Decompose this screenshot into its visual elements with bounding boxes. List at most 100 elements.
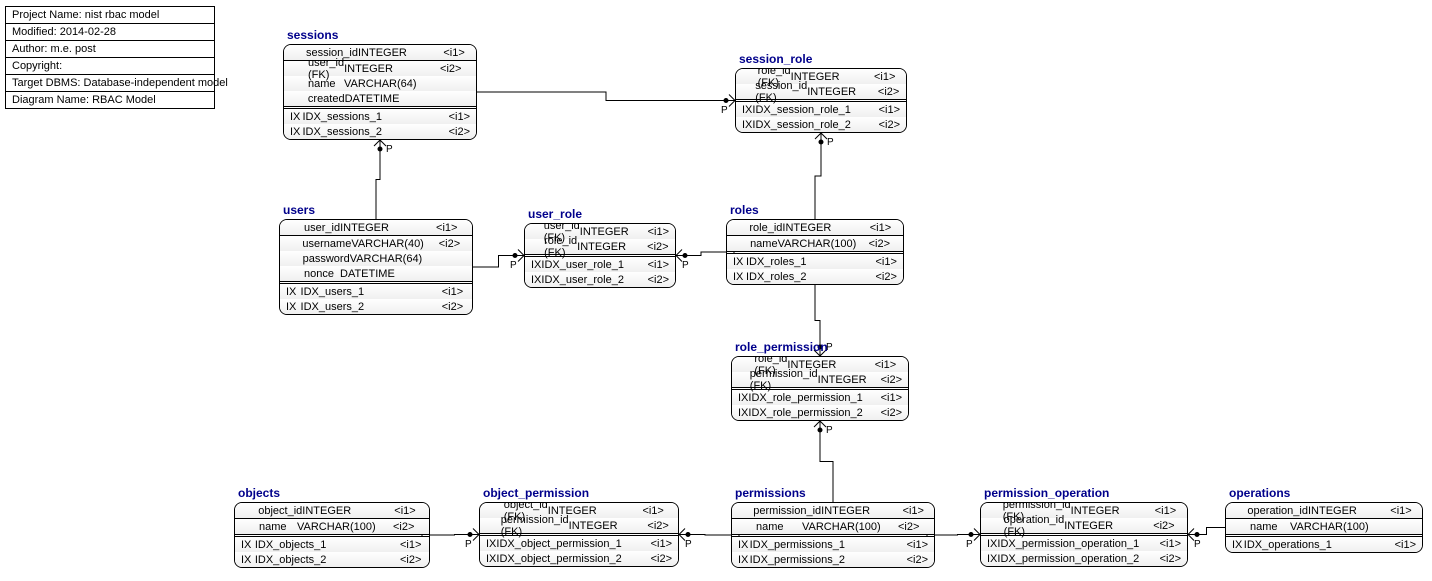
column-name: IDX_roles_2 bbox=[746, 271, 807, 283]
relationship-p-label: P bbox=[1194, 539, 1201, 550]
entity-objects[interactable]: objectsobject_idINTEGER<i1>nameVARCHAR(1… bbox=[234, 486, 430, 568]
column-name: IDX_objects_2 bbox=[255, 554, 327, 566]
entity-session_role[interactable]: session_rolerole_id (FK)INTEGER<i1>sessi… bbox=[735, 52, 907, 133]
meta-value: nist rbac model bbox=[85, 9, 160, 21]
entity-object_permission[interactable]: object_permissionobject_id (FK)INTEGER<i… bbox=[479, 486, 679, 567]
meta-label: Diagram Name: bbox=[12, 94, 89, 106]
entity-user_role[interactable]: user_roleuser_id (FK)INTEGER<i1>role_id … bbox=[524, 207, 676, 288]
entity-box: role_id (FK)INTEGER<i1>session_id (FK)IN… bbox=[735, 68, 907, 133]
table-row: role_id (FK)INTEGER<i2> bbox=[525, 239, 675, 254]
column-type: INTEGER bbox=[580, 226, 648, 238]
meta-label: Modified: bbox=[12, 26, 57, 38]
column-type: VARCHAR(40) bbox=[351, 238, 438, 250]
relationship-p-label: P bbox=[966, 539, 973, 550]
column-index: <i2> bbox=[439, 238, 466, 250]
entity-users[interactable]: usersuser_idINTEGER<i1>usernameVARCHAR(4… bbox=[279, 203, 473, 315]
column-name: role_id (FK) bbox=[544, 235, 577, 259]
column-name: IDX_sessions_1 bbox=[302, 111, 382, 123]
column-type: VARCHAR(100) bbox=[297, 521, 393, 533]
crows-foot-icon bbox=[815, 133, 827, 144]
column-index: <i2> bbox=[400, 554, 423, 566]
column-name: name bbox=[1250, 521, 1290, 533]
table-row: IXIDX_permission_operation_2<i2> bbox=[981, 551, 1187, 566]
entity-permissions[interactable]: permissionspermission_idINTEGER<i1>nameV… bbox=[731, 486, 935, 568]
entity-box: operation_idINTEGER<i1>nameVARCHAR(100)I… bbox=[1225, 502, 1423, 553]
relationship-p-label: P bbox=[386, 144, 393, 155]
meta-value: m.e. post bbox=[51, 43, 96, 55]
column-index: <i1> bbox=[875, 256, 897, 268]
entity-box: role_id (FK)INTEGER<i1>permission_id (FK… bbox=[731, 356, 909, 421]
column-name: IDX_sessions_2 bbox=[302, 126, 382, 138]
column-index: <i2> bbox=[651, 553, 672, 565]
row-tag: IX bbox=[286, 301, 301, 313]
meta-value: 2014-02-28 bbox=[60, 26, 116, 38]
entity-title: users bbox=[279, 203, 473, 219]
table-row: object_idINTEGER<i1> bbox=[235, 503, 429, 518]
table-row: IXIDX_users_2<i2> bbox=[280, 299, 472, 314]
column-index: <i1> bbox=[642, 505, 672, 517]
row-tag: IX bbox=[286, 286, 301, 298]
entity-role_permission[interactable]: role_permissionrole_id (FK)INTEGER<i1>pe… bbox=[731, 340, 909, 421]
entity-sessions[interactable]: sessionssession_idINTEGER<i1>user_id (FK… bbox=[283, 28, 477, 140]
row-tag: IX bbox=[738, 392, 748, 404]
column-name: session_id (FK) bbox=[755, 80, 807, 104]
table-row: IXIDX_roles_2<i2> bbox=[727, 269, 903, 284]
table-row: permission_idINTEGER<i1> bbox=[732, 503, 934, 518]
column-index: <i1> bbox=[881, 392, 902, 404]
column-name: name bbox=[308, 78, 344, 90]
column-type: DATETIME bbox=[345, 93, 441, 105]
column-name: IDX_permissions_2 bbox=[750, 554, 845, 566]
column-index: <i2> bbox=[898, 521, 928, 533]
column-index: <i1> bbox=[1390, 505, 1416, 517]
meta-row: Project Name: nist rbac model bbox=[6, 7, 214, 24]
table-row: IXIDX_role_permission_2<i2> bbox=[732, 405, 908, 420]
relationship-p-label: P bbox=[827, 137, 834, 148]
row-tag: IX bbox=[738, 407, 748, 419]
column-index: <i1> bbox=[875, 359, 902, 371]
column-type: INTEGER bbox=[821, 505, 902, 517]
table-row: IXIDX_sessions_2<i2> bbox=[284, 124, 476, 139]
crows-foot-icon bbox=[374, 140, 386, 151]
column-name: IDX_session_role_2 bbox=[752, 119, 850, 131]
entity-permission_operation[interactable]: permission_operationpermission_id (FK)IN… bbox=[980, 486, 1188, 567]
column-type: VARCHAR(100) bbox=[778, 238, 869, 250]
column-index: <i1> bbox=[907, 539, 928, 551]
table-row: IXIDX_sessions_1<i1> bbox=[284, 109, 476, 124]
table-row: IXIDX_user_role_2<i2> bbox=[525, 272, 675, 287]
column-name: IDX_roles_1 bbox=[746, 256, 807, 268]
column-name: name bbox=[750, 238, 778, 250]
entity-roles[interactable]: rolesrole_idINTEGER<i1>nameVARCHAR(100)<… bbox=[726, 203, 904, 285]
meta-row: Copyright: bbox=[6, 58, 214, 75]
column-name: operation_id (FK) bbox=[1004, 514, 1065, 538]
column-type: INTEGER bbox=[358, 47, 443, 59]
column-name: IDX_permission_operation_2 bbox=[997, 553, 1139, 565]
meta-row: Modified: 2014-02-28 bbox=[6, 24, 214, 41]
row-tag: IX bbox=[987, 538, 997, 550]
column-type: VARCHAR(64) bbox=[344, 78, 440, 90]
table-row: IXIDX_objects_2<i2> bbox=[235, 552, 429, 567]
column-type: INTEGER bbox=[569, 520, 648, 532]
column-name: IDX_role_permission_2 bbox=[748, 407, 862, 419]
meta-value: Database-independent model bbox=[84, 77, 228, 89]
column-index: <i2> bbox=[648, 274, 669, 286]
row-tag: IX bbox=[987, 553, 997, 565]
column-name: IDX_permission_operation_1 bbox=[997, 538, 1139, 550]
column-name: IDX_user_role_1 bbox=[541, 259, 624, 271]
column-name: created bbox=[308, 93, 345, 105]
column-name: IDX_permissions_1 bbox=[750, 539, 845, 551]
column-name: operation_id bbox=[1247, 505, 1308, 517]
relationship-line bbox=[477, 92, 735, 101]
column-index: <i1> bbox=[651, 538, 672, 550]
entity-title: role_permission bbox=[731, 340, 909, 356]
entity-operations[interactable]: operationsoperation_idINTEGER<i1>nameVAR… bbox=[1225, 486, 1423, 553]
table-row: IXIDX_session_role_2<i2> bbox=[736, 117, 906, 132]
table-row: nameVARCHAR(64) bbox=[284, 76, 476, 91]
column-type: INTEGER bbox=[344, 63, 440, 75]
column-name: permission_id (FK) bbox=[750, 368, 818, 392]
column-index: <i1> bbox=[443, 47, 470, 59]
table-row: IXIDX_object_permission_2<i2> bbox=[480, 551, 678, 566]
table-row: role_idINTEGER<i1> bbox=[727, 220, 903, 235]
column-index: <i2> bbox=[875, 271, 897, 283]
row-tag: IX bbox=[1232, 539, 1244, 551]
relationship-line bbox=[676, 252, 726, 256]
